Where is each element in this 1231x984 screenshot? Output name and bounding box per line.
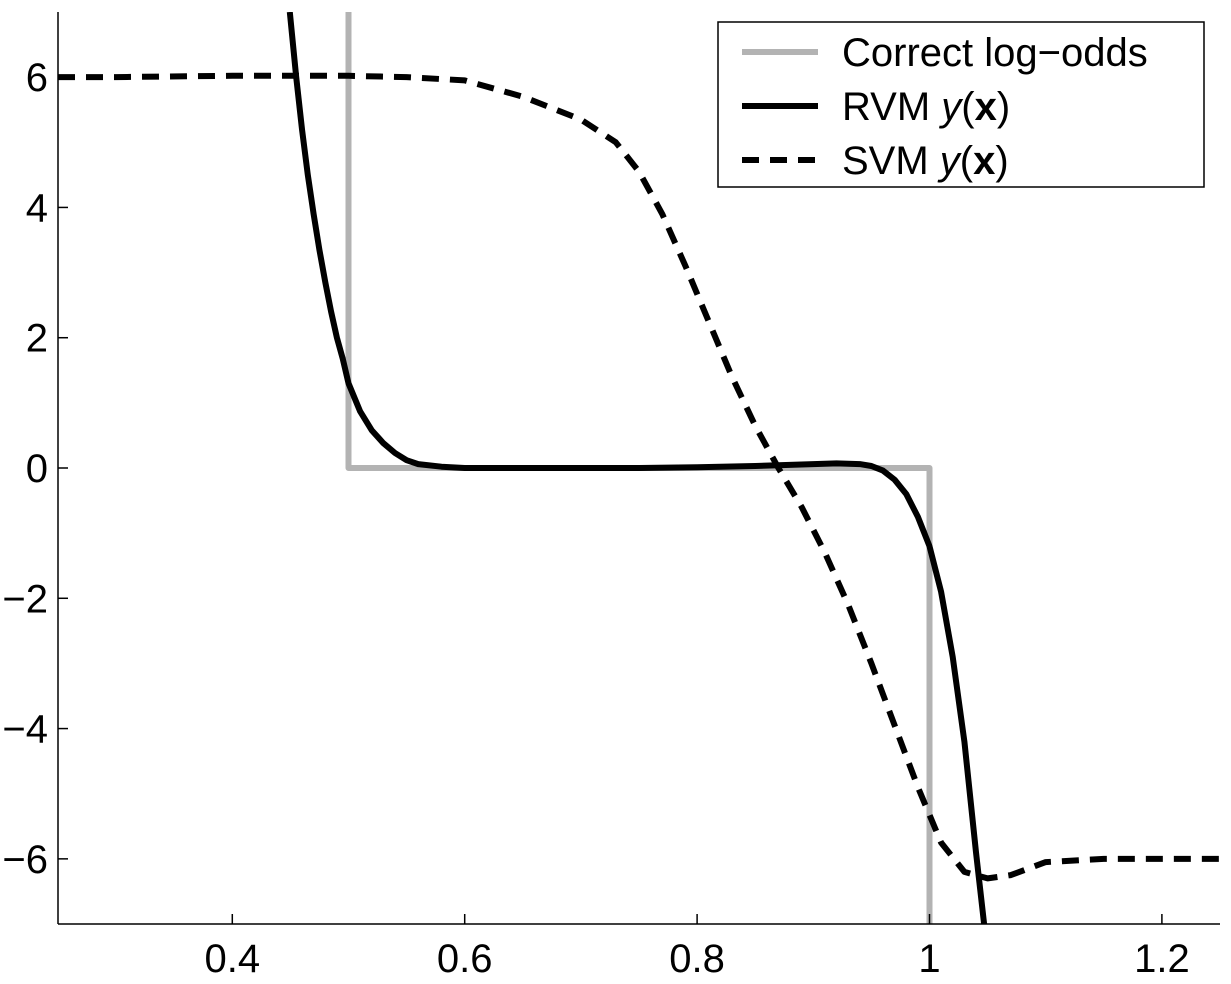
y-tick-label: 0 (26, 447, 48, 491)
legend-label-text: SVM (842, 139, 940, 183)
legend-paren-close: ) (997, 85, 1010, 129)
legend-paren-close: ) (995, 139, 1008, 183)
legend-label-1: RVM y(x) (842, 85, 1010, 129)
legend-label-argument: x (973, 139, 995, 183)
y-tick-label: −4 (2, 708, 48, 752)
legend-paren-open: ( (961, 85, 975, 129)
y-tick-label: 2 (26, 317, 48, 361)
y-tick-label: −6 (2, 838, 48, 882)
legend-label-argument: x (975, 85, 997, 129)
y-tick-label: 6 (26, 56, 48, 100)
legend-label-2: SVM y(x) (842, 139, 1009, 183)
legend-label-0: Correct log−odds (842, 31, 1148, 75)
x-tick-label: 0.8 (669, 937, 725, 981)
legend-paren-open: ( (960, 139, 974, 183)
x-tick-label: 1.2 (1134, 937, 1190, 981)
legend-label-symbol: y (937, 139, 963, 183)
legend-label-symbol: y (938, 85, 964, 129)
x-tick-label: 0.6 (437, 937, 493, 981)
x-tick-label: 0.4 (204, 937, 260, 981)
legend-label-text: Correct log−odds (842, 31, 1148, 75)
legend-label-text: RVM (842, 85, 941, 129)
series-line-2 (58, 72, 1220, 882)
y-tick-label: 4 (26, 186, 48, 230)
y-tick-label: −2 (2, 577, 48, 621)
x-tick-label: 1 (918, 937, 940, 981)
series-line-1 (286, 12, 988, 924)
